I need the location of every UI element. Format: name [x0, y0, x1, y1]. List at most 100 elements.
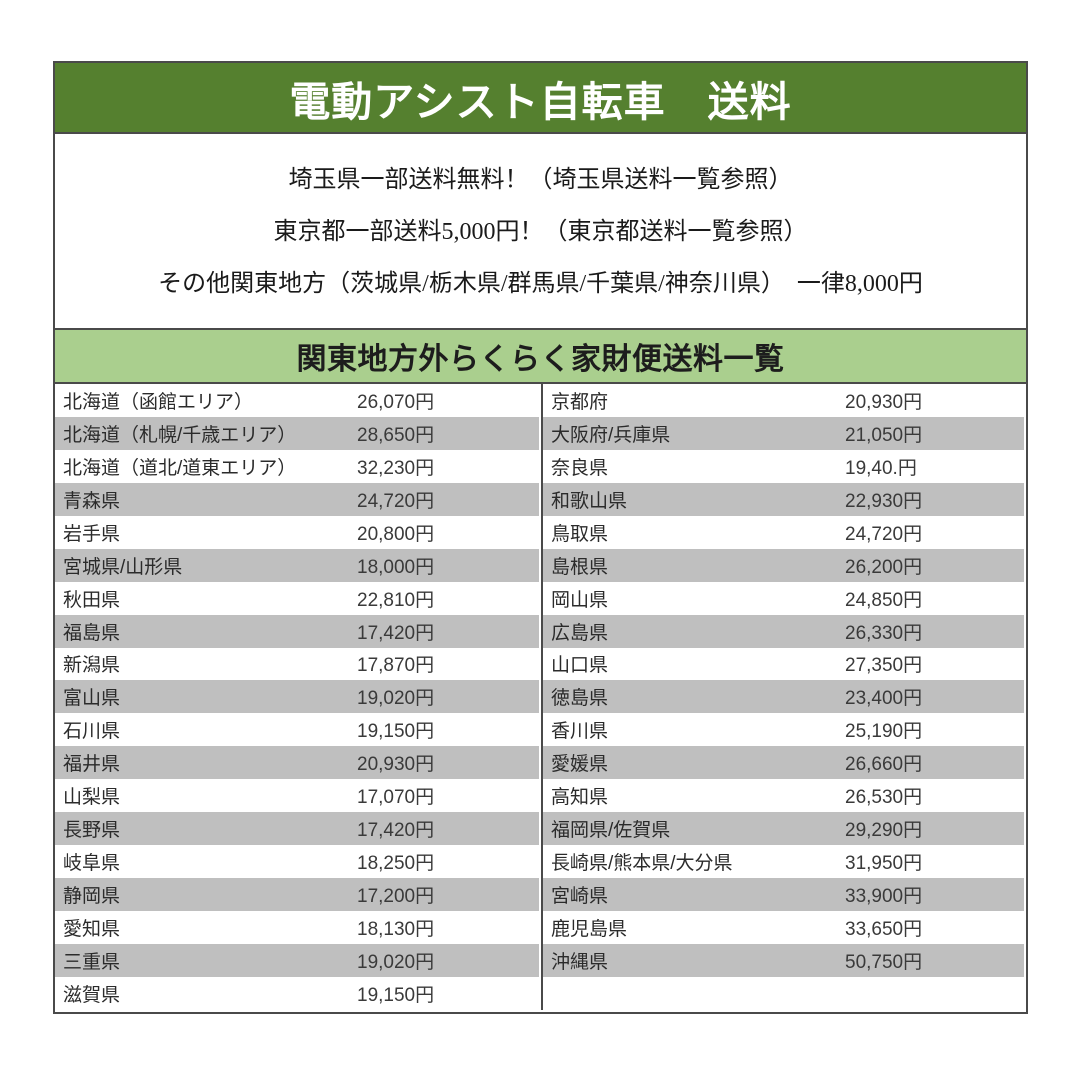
table-row: 岡山県 24,850円 [543, 581, 1024, 615]
price-cell: 22,810円 [357, 589, 435, 611]
price-cell: 24,720円 [845, 523, 923, 545]
region-cell: 愛知県 [63, 918, 121, 940]
table-row: 福島県 17,420円 [55, 614, 539, 648]
region-cell: 北海道（札幌/千歳エリア） [63, 424, 297, 446]
price-cell: 17,070円 [357, 787, 435, 809]
region-cell: 沖縄県 [551, 951, 609, 973]
region-cell: 和歌山県 [551, 490, 628, 512]
table-row: 鹿児島県 33,650円 [543, 911, 1024, 944]
price-cell: 27,350円 [845, 655, 923, 677]
table-row: 石川県 19,150円 [55, 713, 539, 747]
price-cell: 21,050円 [845, 424, 923, 446]
fee-table: 北海道（函館エリア） 26,070円 北海道（札幌/千歳エリア） 28,650円 北海道… [55, 384, 1026, 1010]
region-cell: 奈良県 [551, 457, 609, 479]
region-cell: 徳島県 [551, 688, 609, 710]
table-row: 滋賀県 19,150円 [55, 976, 539, 1010]
column-divider [539, 384, 543, 1010]
table-row: 長野県 17,420円 [55, 812, 539, 846]
price-cell: 25,190円 [845, 721, 923, 743]
region-cell: 石川県 [63, 721, 121, 743]
region-cell: 北海道（道北/道東エリア） [63, 457, 297, 479]
price-cell: 18,130円 [357, 918, 435, 940]
table-row: 岩手県 20,800円 [55, 515, 539, 549]
region-cell: 鳥取県 [551, 523, 609, 545]
table-row: 鳥取県 24,720円 [543, 515, 1024, 549]
region-cell: 山口県 [551, 655, 609, 677]
price-cell: 19,020円 [357, 688, 435, 710]
price-cell: 19,40.円 [845, 457, 917, 479]
region-cell: 京都府 [551, 391, 609, 413]
price-cell: 29,290円 [845, 820, 923, 842]
region-cell: 北海道（函館エリア） [63, 391, 254, 413]
price-cell: 23,400円 [845, 688, 923, 710]
region-cell: 新潟県 [63, 655, 121, 677]
price-cell: 19,150円 [357, 984, 435, 1006]
intro-note-saitama: 埼玉県一部送料無料！（埼玉県送料一覧参照） [288, 167, 793, 193]
table-row: 広島県 26,330円 [543, 614, 1024, 648]
region-cell: 福岡県/佐賀県 [551, 820, 671, 842]
table-row: 京都府 20,930円 [543, 384, 1024, 417]
price-cell: 24,850円 [845, 589, 923, 611]
table-row: 愛媛県 26,660円 [543, 746, 1024, 780]
region-cell: 静岡県 [63, 886, 121, 908]
table-row: 沖縄県 50,750円 [543, 943, 1024, 977]
table-row: 宮城県/山形県 18,000円 [55, 548, 539, 582]
region-cell: 岡山県 [551, 589, 609, 611]
table-row: 福岡県/佐賀県 29,290円 [543, 812, 1024, 846]
price-cell: 20,930円 [845, 391, 923, 413]
price-cell: 31,950円 [845, 853, 923, 875]
region-cell: 高知県 [551, 787, 609, 809]
price-cell: 19,020円 [357, 951, 435, 973]
region-cell: 広島県 [551, 622, 609, 644]
table-row: 北海道（函館エリア） 26,070円 [55, 384, 539, 417]
table-row: 岐阜県 18,250円 [55, 845, 539, 879]
table-row: 静岡県 17,200円 [55, 878, 539, 911]
region-cell: 岐阜県 [63, 853, 121, 875]
region-cell: 秋田県 [63, 589, 121, 611]
table-row: 愛知県 18,130円 [55, 911, 539, 944]
table-row: 徳島県 23,400円 [543, 680, 1024, 714]
region-cell: 三重県 [63, 951, 121, 973]
price-cell: 17,870円 [357, 655, 435, 677]
table-row: 高知県 26,530円 [543, 779, 1024, 813]
region-cell: 鹿児島県 [551, 918, 628, 940]
price-cell: 17,420円 [357, 622, 435, 644]
table-row: 奈良県 19,40.円 [543, 449, 1024, 483]
table-row: 島根県 26,200円 [543, 548, 1024, 582]
price-cell: 18,000円 [357, 556, 435, 578]
price-cell: 50,750円 [845, 951, 923, 973]
region-cell: 宮崎県 [551, 886, 609, 908]
price-cell: 26,070円 [357, 391, 435, 413]
table-row: 和歌山県 22,930円 [543, 482, 1024, 516]
table-row: 香川県 25,190円 [543, 713, 1024, 747]
price-cell: 32,230円 [357, 457, 435, 479]
region-cell: 大阪府/兵庫県 [551, 424, 671, 446]
price-cell: 26,530円 [845, 787, 923, 809]
price-cell: 28,650円 [357, 424, 435, 446]
price-cell: 26,200円 [845, 556, 923, 578]
region-cell: 山梨県 [63, 787, 121, 809]
region-cell: 福井県 [63, 754, 121, 776]
price-cell: 26,330円 [845, 622, 923, 644]
table-row: 北海道（札幌/千歳エリア） 28,650円 [55, 416, 539, 450]
price-cell: 17,420円 [357, 820, 435, 842]
price-cell: 33,650円 [845, 918, 923, 940]
price-cell: 20,930円 [357, 754, 435, 776]
region-cell: 島根県 [551, 556, 609, 578]
region-cell: 青森県 [63, 490, 121, 512]
region-cell: 滋賀県 [63, 984, 121, 1006]
table-row: 山梨県 17,070円 [55, 779, 539, 813]
region-cell: 長崎県/熊本県/大分県 [551, 853, 733, 875]
table-row: 新潟県 17,870円 [55, 647, 539, 681]
region-cell: 宮城県/山形県 [63, 556, 183, 578]
table-row: 三重県 19,020円 [55, 943, 539, 977]
section-header-bar: 関東地方外らくらく家財便送料一覧 [55, 330, 1026, 384]
region-cell: 富山県 [63, 688, 121, 710]
price-cell: 33,900円 [845, 886, 923, 908]
table-row: 青森県 24,720円 [55, 482, 539, 516]
page-title-bar: 電動アシスト自転車 送料 [55, 63, 1026, 134]
fee-table-left-column: 北海道（函館エリア） 26,070円 北海道（札幌/千歳エリア） 28,650円 北海道… [55, 384, 539, 1010]
region-cell: 愛媛県 [551, 754, 609, 776]
intro-note-tokyo: 東京都一部送料5,000円！（東京都送料一覧参照） [273, 219, 808, 245]
table-row: 山口県 27,350円 [543, 647, 1024, 681]
